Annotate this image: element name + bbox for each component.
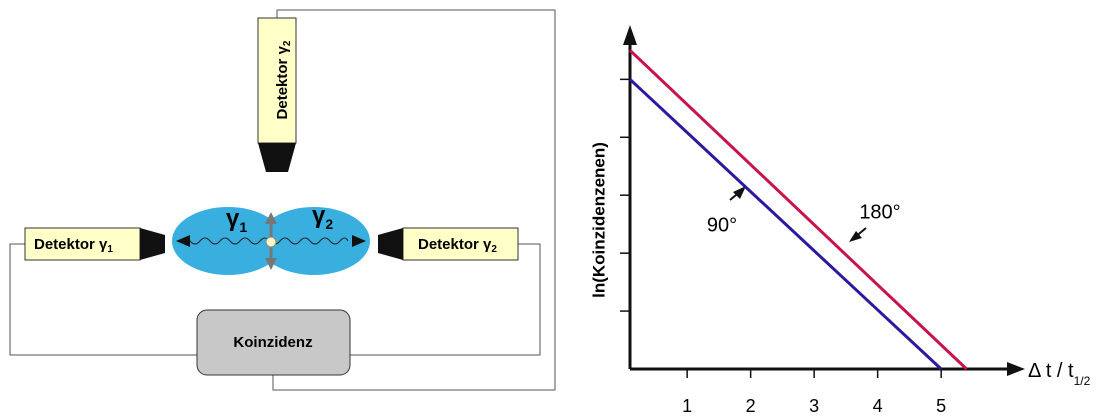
detector-head <box>378 228 403 260</box>
lobe <box>172 207 284 275</box>
arrowhead <box>1007 362 1025 376</box>
arrowhead <box>623 25 637 45</box>
x-tick-label: 1 <box>682 396 692 416</box>
arrowhead <box>849 231 862 242</box>
arrowhead <box>176 235 190 247</box>
x-tick-label: 4 <box>873 396 883 416</box>
wire <box>272 9 556 391</box>
arrowhead <box>352 235 366 247</box>
series-line <box>628 49 968 371</box>
coincidence-label: Koinzidenz <box>233 334 312 351</box>
lobe <box>258 207 370 275</box>
arrowhead <box>733 186 746 199</box>
gamma-label: γ1 <box>226 205 247 234</box>
arrowhead <box>265 258 277 270</box>
y-axis-label: ln(Koinzidenzenen) <box>589 142 608 298</box>
detector-head <box>258 143 296 172</box>
detector <box>402 227 519 261</box>
annotation: 180° <box>859 201 900 223</box>
x-tick-label: 5 <box>936 396 946 416</box>
wave <box>179 237 349 245</box>
annotation: 90° <box>707 214 737 236</box>
wire <box>9 243 197 356</box>
detector-label: Detektor γ1 <box>34 236 113 255</box>
x-axis-label: Δ t / t1/2 <box>1028 360 1091 388</box>
coincidence-box <box>196 309 351 376</box>
detector-head <box>140 228 165 260</box>
detector-label: Detektor γ2 <box>274 40 293 119</box>
gamma-label: γ2 <box>312 202 333 231</box>
series-line <box>628 78 943 371</box>
detector-label: Detektor γ2 <box>418 236 497 255</box>
x-tick-label: 2 <box>746 396 756 416</box>
wire <box>350 243 541 356</box>
nucleus <box>265 236 277 248</box>
arrowhead <box>265 212 277 224</box>
x-tick-label: 3 <box>809 396 819 416</box>
